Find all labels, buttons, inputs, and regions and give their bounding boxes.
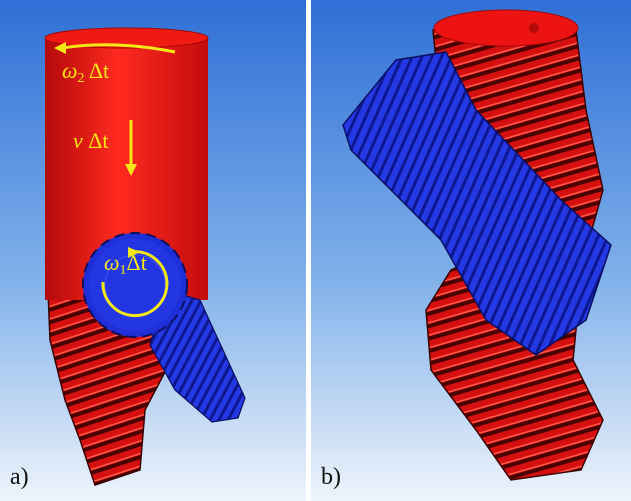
cylinder-top (44, 27, 209, 49)
rotation-arrow-omega2 (61, 43, 176, 54)
panel-a-illustration (0, 0, 306, 501)
omega1-annotation: ω1Δt (104, 250, 147, 278)
rotation-arrowhead-omega1 (128, 247, 140, 258)
velocity-arrowhead (125, 164, 137, 176)
panel-b-illustration (311, 0, 631, 501)
panel-a: ω2 Δt v Δt ω1Δt a) (0, 0, 306, 501)
velocity-annotation: v Δt (73, 128, 109, 153)
panel-b-label: b) (321, 464, 341, 490)
panel-divider (306, 0, 311, 501)
helical-gear-body (149, 289, 246, 423)
top-face (433, 9, 579, 47)
omega2-annotation: ω2 Δt (62, 58, 110, 86)
rotation-arrowhead-omega2 (54, 42, 66, 54)
panel-b: b) (311, 0, 631, 501)
spur-gear (82, 232, 188, 338)
rotation-arrow-omega1 (101, 250, 169, 318)
panel-a-label: a) (10, 464, 29, 490)
center-hole (529, 23, 539, 33)
helical-gear (342, 51, 612, 356)
